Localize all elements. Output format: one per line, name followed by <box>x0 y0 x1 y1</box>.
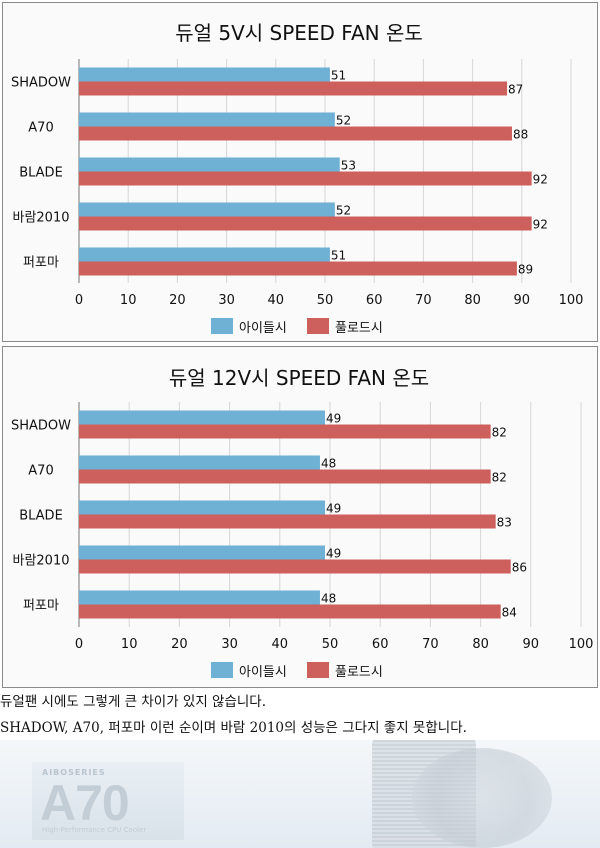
legend-swatch <box>211 318 233 334</box>
x-tick-label: 10 <box>120 293 137 308</box>
bar <box>79 410 325 425</box>
bar <box>79 469 491 484</box>
chart-title: 듀얼 12V시 SPEED FAN 온도 <box>169 366 429 390</box>
category-label: BLADE <box>19 509 63 524</box>
legend-label: 아이들시 <box>239 665 287 680</box>
bar <box>79 67 330 82</box>
x-tick-label: 40 <box>268 293 285 308</box>
chart-panel-12v: 듀얼 12V시 SPEED FAN 온도 SHADOW 49 82 A70 48 82 BLA… <box>2 346 598 688</box>
bar <box>79 514 496 529</box>
bar <box>79 126 512 141</box>
bar <box>79 157 340 172</box>
data-label: 92 <box>533 218 548 232</box>
data-label: 84 <box>502 606 517 620</box>
x-tick-label: 20 <box>171 637 188 652</box>
data-label: 83 <box>497 516 512 530</box>
data-label: 88 <box>513 128 528 142</box>
x-tick-label: 30 <box>221 637 238 652</box>
x-tick-label: 90 <box>523 637 540 652</box>
logo-product-name: A70 <box>40 775 130 831</box>
data-label: 48 <box>321 592 336 606</box>
bar <box>79 81 508 96</box>
data-label: 51 <box>331 249 346 263</box>
logo-series-label: AIBOSERIES <box>42 768 106 777</box>
category-label: SHADOW <box>11 76 71 91</box>
bar <box>79 247 330 262</box>
chart-title: 듀얼 5V시 SPEED FAN 온도 <box>175 21 423 45</box>
x-tick-label: 60 <box>372 637 389 652</box>
x-tick-label: 0 <box>75 637 83 652</box>
bar <box>79 559 511 574</box>
chart-panel-5v: 듀얼 5V시 SPEED FAN 온도 SHADOW 51 87 A70 52 88 BLAD… <box>2 2 598 342</box>
data-label: 82 <box>492 471 507 485</box>
data-label: 89 <box>518 263 533 277</box>
category-label: BLADE <box>19 166 63 181</box>
legend-label: 풀로드시 <box>335 665 383 680</box>
category-label: 바람2010 <box>12 554 69 569</box>
x-tick-label: 100 <box>569 637 594 652</box>
data-label: 49 <box>326 412 341 426</box>
x-tick-label: 80 <box>472 637 489 652</box>
x-tick-label: 80 <box>464 293 481 308</box>
x-tick-label: 90 <box>514 293 531 308</box>
bar <box>79 455 320 470</box>
legend-label: 아이들시 <box>239 321 287 336</box>
x-tick-label: 50 <box>322 637 339 652</box>
x-tick-label: 60 <box>366 293 383 308</box>
category-label: 바람2010 <box>12 211 69 226</box>
data-label: 49 <box>326 547 341 561</box>
category-label: SHADOW <box>11 419 71 434</box>
category-label: 퍼포마 <box>23 599 59 614</box>
x-tick-label: 100 <box>559 293 584 308</box>
category-label: 퍼포마 <box>23 256 59 271</box>
body-text-line-1: 듀얼팬 시에도 그렇게 큰 차이가 있지 않습니다. <box>0 694 267 710</box>
body-text-line-2: SHADOW, A70, 퍼포마 이런 순이며 바람 2010의 성능은 그다지… <box>0 720 467 736</box>
x-tick-label: 40 <box>272 637 289 652</box>
bar <box>79 112 335 127</box>
bar <box>79 261 517 276</box>
bar <box>79 171 532 186</box>
data-label: 49 <box>326 502 341 516</box>
x-tick-label: 50 <box>317 293 334 308</box>
x-tick-label: 70 <box>422 637 439 652</box>
chart-5v: 듀얼 5V시 SPEED FAN 온도 SHADOW 51 87 A70 52 88 BLAD… <box>11 21 584 336</box>
data-label: 52 <box>336 204 351 218</box>
product-banner: AIBOSERIES A70 High-Performance CPU Cool… <box>0 740 600 848</box>
data-label: 53 <box>341 159 356 173</box>
legend-swatch <box>211 662 233 678</box>
chart-12v: 듀얼 12V시 SPEED FAN 온도 SHADOW 49 82 A70 48 82 BLA… <box>11 366 594 680</box>
legend-swatch <box>307 318 329 334</box>
data-label: 52 <box>336 114 351 128</box>
x-tick-label: 70 <box>415 293 432 308</box>
data-label: 82 <box>492 426 507 440</box>
legend-label: 풀로드시 <box>335 321 383 336</box>
bar <box>79 604 501 619</box>
data-label: 92 <box>533 173 548 187</box>
logo-tagline: High-Performance CPU Cooler <box>42 826 147 834</box>
data-label: 51 <box>331 69 346 83</box>
bar <box>79 216 532 231</box>
x-tick-label: 10 <box>121 637 138 652</box>
bar <box>79 545 325 560</box>
product-logo: AIBOSERIES A70 High-Performance CPU Cool… <box>32 762 184 840</box>
category-label: A70 <box>28 464 53 479</box>
legend-swatch <box>307 662 329 678</box>
bar <box>79 500 325 515</box>
x-tick-label: 20 <box>169 293 186 308</box>
data-label: 87 <box>508 83 523 97</box>
data-label: 86 <box>512 561 527 575</box>
x-tick-label: 0 <box>75 293 83 308</box>
data-label: 48 <box>321 457 336 471</box>
cooler-fan-image <box>412 748 552 848</box>
bar <box>79 202 335 217</box>
bar <box>79 424 491 439</box>
category-label: A70 <box>28 121 53 136</box>
bar <box>79 590 320 605</box>
x-tick-label: 30 <box>218 293 235 308</box>
